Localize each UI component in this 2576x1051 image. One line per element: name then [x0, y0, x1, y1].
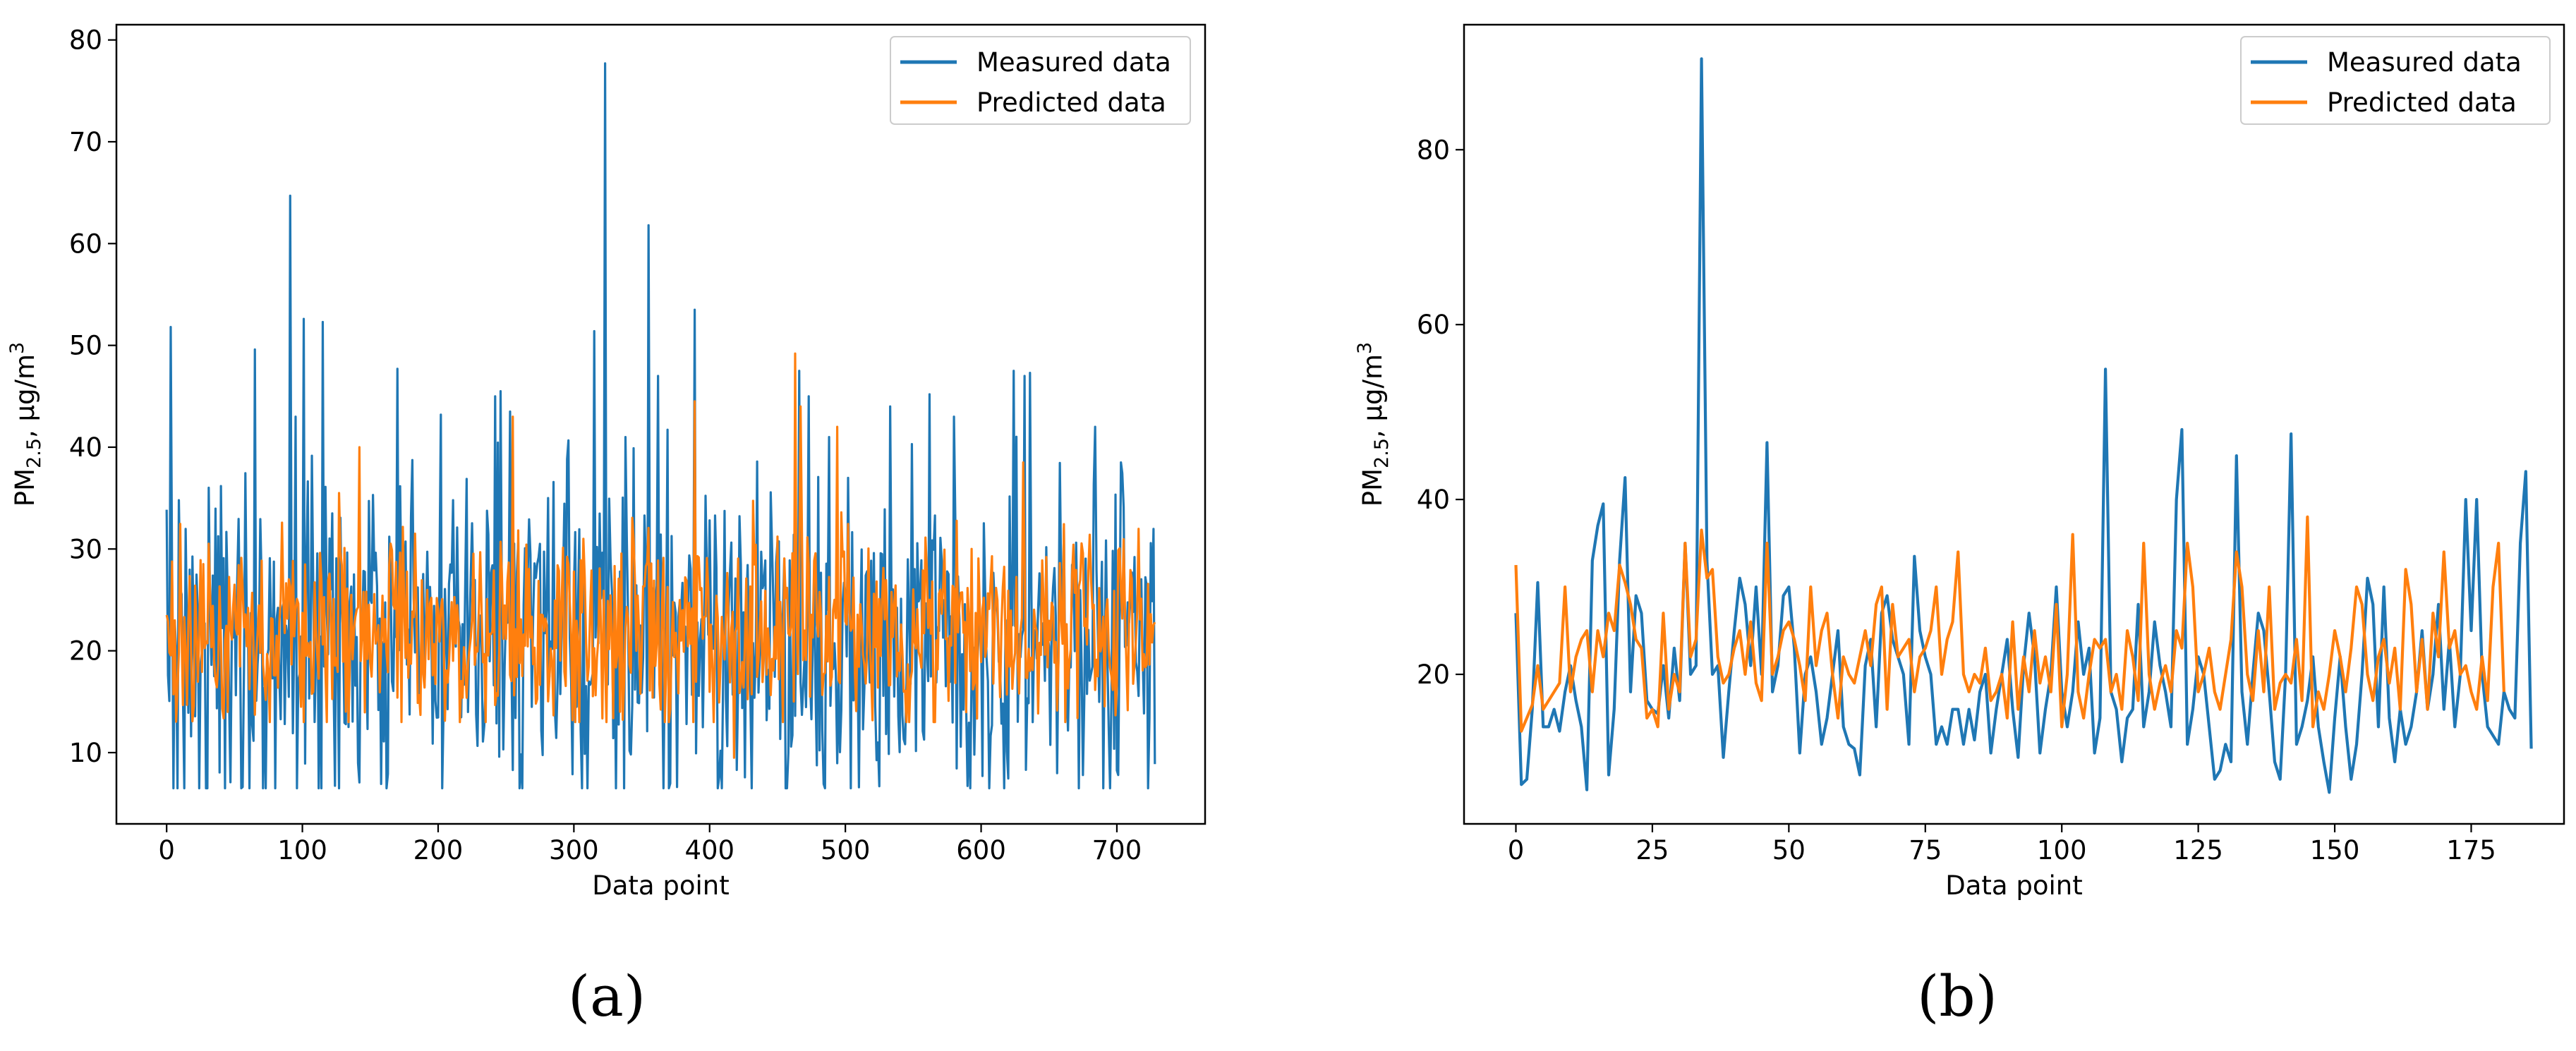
y-tick-label: 80 — [1417, 135, 1450, 165]
y-tick-label: 40 — [1417, 485, 1450, 515]
x-tick-label: 0 — [1508, 835, 1525, 865]
series-line-predicted-data — [1514, 515, 2505, 733]
y-tick-label: 50 — [69, 331, 102, 361]
y-axis-label: PM2.5, μg/m3 — [6, 342, 45, 506]
legend-label-predicted-data: Predicted data — [2327, 87, 2517, 118]
legend-label-measured-data: Measured data — [2327, 47, 2522, 78]
x-tick-label: 500 — [821, 835, 871, 865]
y-tick-label: 20 — [1417, 660, 1450, 690]
x-tick-label: 400 — [684, 835, 734, 865]
x-tick-label: 75 — [1909, 835, 1942, 865]
x-tick-label: 125 — [2173, 835, 2223, 865]
y-tick-label: 10 — [69, 738, 102, 768]
x-tick-label: 200 — [413, 835, 464, 865]
x-tick-label: 0 — [158, 835, 175, 865]
plot-lines-b — [1514, 57, 2533, 794]
x-axis-label: Data point — [1945, 870, 2082, 901]
y-tick-label: 60 — [69, 229, 102, 259]
legend-a: Measured data Predicted data — [890, 36, 1191, 125]
legend-b: Measured data Predicted data — [2240, 36, 2551, 125]
series-line-predicted-data — [165, 352, 1156, 759]
legend-box — [890, 36, 1191, 125]
y-tick-label: 20 — [69, 636, 102, 667]
y-tick-label: 60 — [1417, 310, 1450, 340]
x-tick-label: 50 — [1772, 835, 1806, 865]
chart-b: 0 25 50 75 100 125 150 175 20 40 60 80 Data point PM2… — [1354, 23, 2565, 901]
legend-label-measured-data: Measured data — [976, 47, 1171, 78]
y-tick-label: 40 — [69, 432, 102, 463]
plot-frame-b — [1463, 23, 2565, 825]
y-tick-label: 30 — [69, 534, 102, 564]
series-line-measured-data — [165, 62, 1156, 790]
panel-label-b: (b) — [1917, 964, 1997, 1029]
x-tick-label: 100 — [277, 835, 327, 865]
y-tick-label: 80 — [69, 25, 102, 56]
x-tick-label: 25 — [1635, 835, 1669, 865]
legend-box — [2240, 36, 2551, 125]
x-tick-label: 150 — [2310, 835, 2360, 865]
x-tick-label: 100 — [2037, 835, 2087, 865]
x-tick-label: 600 — [956, 835, 1006, 865]
plot-frame-a — [115, 23, 1207, 825]
panel-label-a: (a) — [568, 964, 646, 1029]
x-tick-label: 700 — [1092, 835, 1142, 865]
x-axis-label: Data point — [592, 870, 729, 901]
x-tick-label: 300 — [549, 835, 599, 865]
y-tick-label: 70 — [69, 127, 102, 157]
x-tick-label: 175 — [2446, 835, 2496, 865]
chart-a: 0 100 200 300 400 500 600 700 10 20 30 40 50 60 70 80 Da… — [6, 23, 1207, 901]
plot-lines-a — [165, 62, 1156, 790]
y-axis-label: PM2.5, μg/m3 — [1354, 342, 1393, 506]
legend-label-predicted-data: Predicted data — [976, 87, 1166, 118]
